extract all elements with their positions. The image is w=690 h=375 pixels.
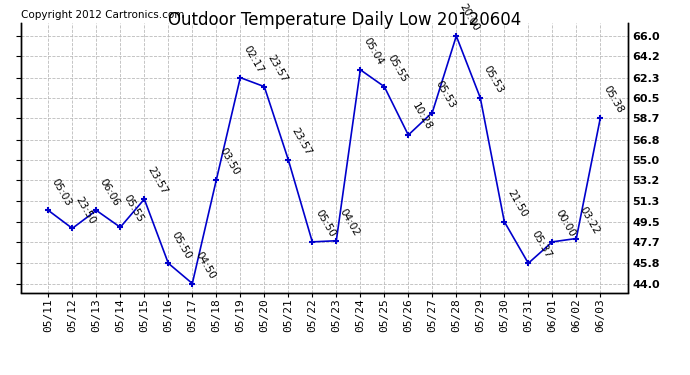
- Text: 05:04: 05:04: [362, 36, 385, 67]
- Text: 00:00: 00:00: [553, 209, 577, 239]
- Text: 06:06: 06:06: [98, 177, 121, 208]
- Text: 10:28: 10:28: [410, 101, 433, 132]
- Text: 05:50: 05:50: [314, 208, 337, 239]
- Text: 05:38: 05:38: [602, 84, 625, 116]
- Text: 05:53: 05:53: [434, 79, 457, 110]
- Text: 23:57: 23:57: [146, 165, 170, 196]
- Text: 20:00: 20:00: [457, 3, 481, 33]
- Text: 23:57: 23:57: [290, 126, 313, 157]
- Text: 02:17: 02:17: [241, 44, 266, 75]
- Text: 21:50: 21:50: [506, 188, 529, 219]
- Text: 05:03: 05:03: [50, 177, 73, 208]
- Text: 04:50: 04:50: [194, 250, 217, 281]
- Text: 23:50: 23:50: [74, 195, 97, 226]
- Text: 05:55: 05:55: [121, 194, 146, 225]
- Text: Outdoor Temperature Daily Low 20120604: Outdoor Temperature Daily Low 20120604: [168, 11, 522, 29]
- Text: 23:57: 23:57: [266, 53, 289, 84]
- Text: 05:55: 05:55: [386, 53, 409, 84]
- Text: 05:37: 05:37: [530, 230, 553, 261]
- Text: 05:53: 05:53: [482, 64, 505, 95]
- Text: 03:50: 03:50: [217, 146, 241, 177]
- Text: 03:22: 03:22: [578, 205, 602, 236]
- Text: Copyright 2012 Cartronics.com: Copyright 2012 Cartronics.com: [21, 10, 184, 20]
- Text: 05:50: 05:50: [170, 230, 193, 261]
- Text: 04:02: 04:02: [337, 207, 362, 238]
